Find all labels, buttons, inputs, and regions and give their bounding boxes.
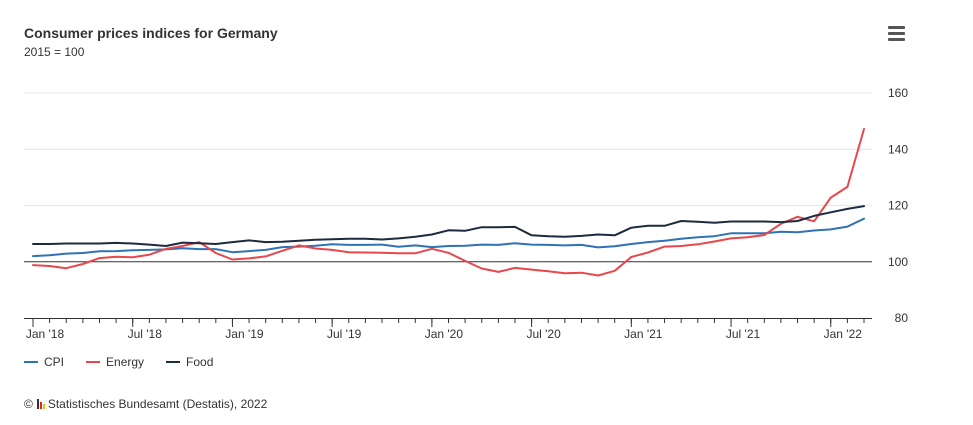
x-tick-label: Jan '21 [624,327,663,341]
logo-bar [42,404,45,409]
hamburger-menu-icon[interactable] [885,26,909,46]
x-tick-label: Jan '19 [225,327,264,341]
chart-title: Consumer prices indices for Germany [24,25,278,41]
legend-swatch [24,361,38,363]
x-tick-label: Jan '20 [425,327,464,341]
x-tick-label: Jul '20 [526,327,561,341]
legend-label: Food [186,355,214,369]
x-tick-label: Jul '18 [128,327,163,341]
y-tick-label: 160 [888,86,908,100]
legend-label: CPI [44,355,65,369]
legend-label: Energy [106,355,145,369]
chart-subtitle: 2015 = 100 [24,45,85,59]
x-axis: Jan '18 Jul '18 Jan '19 Jul '19 Jan '20 Jul '… [24,318,872,341]
y-tick-label: 140 [888,142,908,156]
x-tick-label: Jan '22 [824,327,863,341]
y-tick-label: 100 [888,255,908,269]
legend-swatch [166,361,181,363]
line-chart: Jan '18 Jul '18 Jan '19 Jul '19 Jan '20 Jul '… [24,86,908,341]
logo-bar [36,399,39,409]
copyright-symbol: © [24,397,33,411]
legend-swatch [86,361,101,363]
legend-item-cpi[interactable]: CPI [24,355,64,369]
y-tick-label: 120 [888,199,908,213]
legend-item-food[interactable]: Food [166,355,213,369]
logo-bar [39,402,42,409]
series-line-cpi [32,217,865,258]
legend-item-energy[interactable]: Energy [86,355,144,369]
y-tick-label: 80 [895,311,909,325]
destatis-logo-icon [36,399,45,409]
series-lines [32,128,865,277]
y-axis: 80 100 120 140 160 [888,86,908,325]
x-tick-label: Jan '18 [26,327,65,341]
legend: CPI Energy Food [24,355,213,369]
series-line-food [32,205,865,247]
series-line-energy [32,128,865,277]
x-tick-label: Jul '19 [327,327,362,341]
grid-lines [24,92,872,263]
x-tick-label: Jul '21 [726,327,761,341]
credits[interactable]: © Statistisches Bundesamt (Destatis), 20… [24,397,267,411]
credits-text: Statistisches Bundesamt (Destatis), 2022 [47,397,268,411]
